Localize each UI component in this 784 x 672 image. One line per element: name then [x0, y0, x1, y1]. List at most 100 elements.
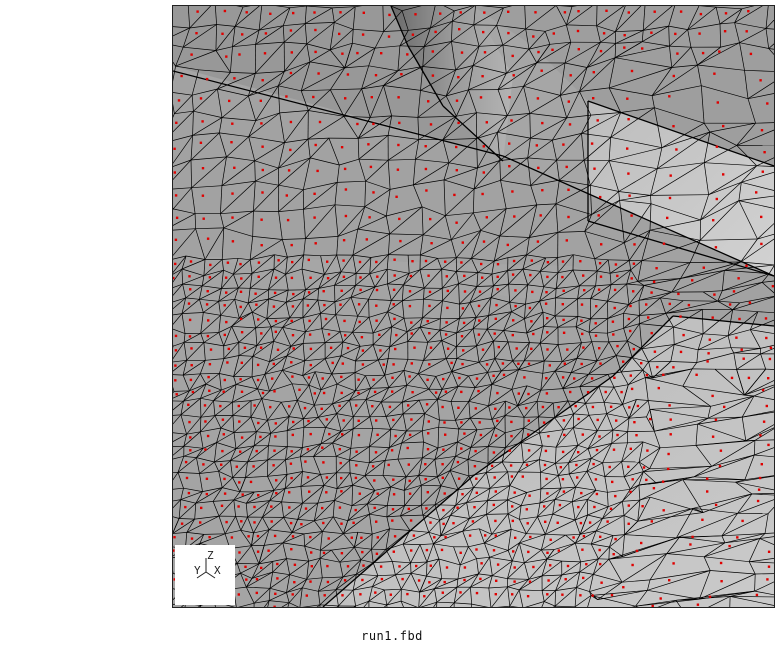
mesh-edge — [355, 344, 374, 362]
mesh-edge — [335, 576, 344, 590]
mesh-node — [339, 303, 342, 306]
mesh-edge — [470, 573, 479, 588]
mesh-edge — [493, 283, 509, 287]
mesh-edge — [437, 470, 451, 478]
mesh-edge — [319, 557, 340, 563]
mesh-edge — [768, 48, 774, 56]
mesh-edge — [336, 236, 339, 256]
mesh-edge — [245, 475, 268, 478]
mesh-node — [597, 214, 600, 217]
mesh-edge — [585, 401, 605, 404]
mesh-edge — [372, 562, 379, 576]
mesh-edge — [540, 471, 559, 476]
mesh-edge — [588, 331, 608, 334]
mesh-edge — [475, 297, 492, 318]
mesh-edge — [193, 110, 223, 118]
mesh-edge — [587, 506, 609, 516]
mesh-node — [341, 362, 344, 365]
mesh-edge — [180, 414, 187, 435]
mesh-edge — [422, 426, 439, 432]
mesh-edge — [761, 282, 774, 294]
mesh-edge — [564, 62, 588, 68]
mesh-edge — [441, 271, 457, 289]
mesh-edge — [266, 302, 287, 319]
mesh-node — [767, 565, 771, 568]
mesh-edge — [521, 442, 524, 463]
mesh-edge — [213, 389, 222, 401]
mesh-node — [180, 522, 184, 525]
mesh-edge — [741, 6, 755, 10]
mesh-node — [354, 508, 357, 512]
mesh-edge — [487, 432, 506, 447]
mesh-node — [220, 504, 224, 507]
mesh-edge — [518, 579, 530, 591]
mesh-edge — [500, 180, 507, 209]
mesh-edge — [323, 484, 338, 489]
mesh-node — [174, 379, 177, 382]
mesh-edge — [585, 403, 590, 416]
mesh-edge — [492, 560, 513, 576]
mesh-edge — [406, 384, 429, 390]
mesh-node — [523, 376, 526, 379]
mesh-edge — [388, 158, 416, 161]
mesh-edge — [486, 315, 490, 330]
mesh-node — [514, 304, 517, 308]
mesh-edge — [367, 503, 370, 515]
mesh-node — [205, 477, 209, 480]
mesh-edge — [217, 88, 249, 97]
mesh-edge — [173, 414, 181, 416]
mesh-edge — [262, 501, 282, 518]
mesh-edge — [624, 203, 652, 243]
mesh-edge — [306, 43, 331, 51]
mesh-edge — [390, 476, 407, 488]
mesh-edge — [397, 66, 423, 72]
mesh-edge — [281, 488, 286, 502]
mesh-edge — [248, 136, 285, 143]
mesh-edge — [486, 311, 512, 330]
mesh-edge — [249, 273, 253, 289]
mesh-edge — [409, 269, 421, 274]
mesh-edge — [352, 6, 356, 30]
mesh-node — [350, 536, 353, 539]
mesh-edge — [600, 41, 616, 44]
mesh-node — [361, 363, 365, 366]
mesh-edge — [611, 431, 628, 444]
mesh-edge — [702, 291, 718, 302]
mesh-edge — [503, 318, 525, 331]
mesh-edge — [484, 534, 492, 544]
mesh-edge — [214, 415, 222, 429]
mesh-edge — [437, 389, 443, 400]
mesh-node — [482, 145, 485, 148]
mesh-edge — [518, 360, 525, 370]
mesh-node — [633, 421, 636, 424]
mesh-edge — [180, 499, 196, 504]
mesh-edge — [378, 358, 389, 361]
mesh-edge — [302, 375, 310, 386]
mesh-edge — [199, 288, 222, 300]
mesh-edge — [336, 372, 356, 385]
mesh-node — [374, 451, 378, 454]
mesh-edge — [523, 445, 543, 464]
mesh-node — [656, 365, 659, 369]
mesh-node — [461, 362, 464, 366]
mesh-edge — [443, 6, 455, 12]
mesh-node — [255, 578, 259, 581]
mesh-edge — [247, 445, 255, 463]
mesh-node — [455, 99, 459, 102]
mesh-edge — [329, 49, 345, 69]
model-viewport[interactable]: Z Y X — [172, 5, 775, 608]
mesh-node — [674, 32, 677, 36]
mesh-edge — [504, 415, 525, 418]
mesh-edge — [238, 273, 253, 289]
mesh-edge — [173, 445, 185, 456]
mesh-edge — [289, 560, 309, 575]
mesh-edge — [360, 344, 374, 347]
mesh-edge — [200, 332, 219, 334]
mesh-edge — [473, 24, 480, 47]
mesh-edge — [754, 590, 774, 596]
mesh-edge — [387, 311, 405, 319]
mesh-edge — [754, 447, 774, 456]
mesh-node — [485, 216, 488, 219]
mesh-node — [474, 407, 477, 410]
mesh-edge — [397, 442, 402, 460]
